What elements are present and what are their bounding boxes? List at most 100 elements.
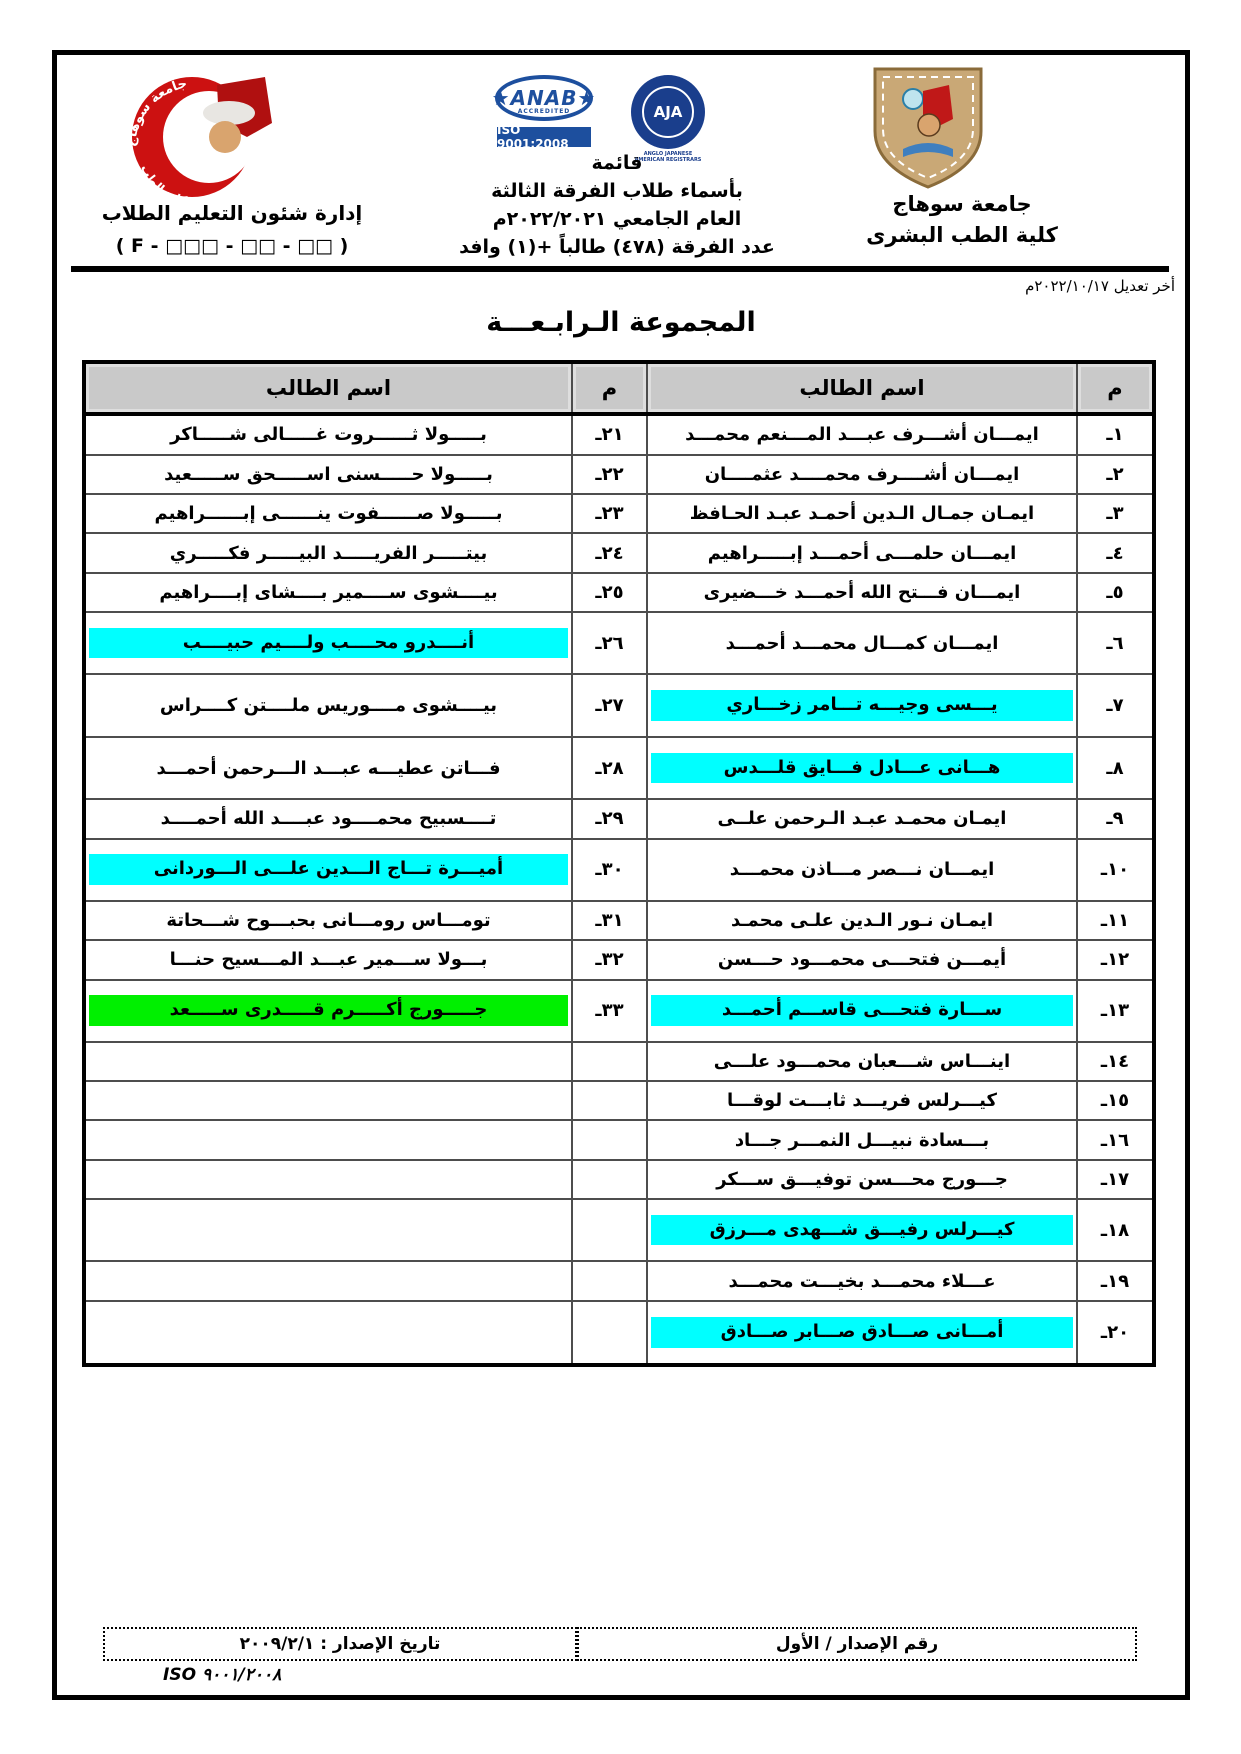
student-name-cell [83,1080,573,1122]
student-number-cell: ٢٦ـ [571,610,648,676]
student-number-cell: ٢١ـ [571,413,648,456]
student-number-cell: ١٠ـ [1076,837,1155,903]
table-row: ١٧ـ جـــورج محـــسن توفيـــق ســـكر [83,1158,1155,1200]
student-number-cell: ١٢ـ [1076,939,1155,981]
name-column-header: اسم الطالب [83,361,573,416]
student-number-cell: ١٥ـ [1076,1080,1155,1122]
table-row: ١ـ ايمـــان أشـــرف عبـــد المـــنعم محمـ… [83,413,1155,456]
student-number-cell: ٣٢ـ [571,939,648,981]
student-name-cell [83,1119,573,1161]
student-number-cell [571,1158,648,1200]
table-row: ١٤ـ اينـــاس شـــعبان محمـــود علـــى [83,1040,1155,1083]
student-number-cell: ٨ـ [1076,735,1155,801]
student-number-cell [571,1119,648,1161]
student-number-cell: ١٧ـ [1076,1158,1155,1200]
student-name-cell: ايمـــان أشـــرف عبـــد المـــنعم محمـــ… [646,413,1078,456]
student-number-cell: ٧ـ [1076,673,1155,738]
student-name-cell: بـــــولا صــــــفوت ينــــــى إبــــــر… [83,493,573,535]
open-book-icon [903,143,953,157]
student-name-cell [83,1040,573,1083]
student-number-cell: ١ـ [1076,413,1155,456]
table-row: ٢ـ ايمـــان أشــــرف محمــــد عثمــــان ٢٢… [83,453,1155,496]
student-name-cell: أيمـــن فتحـــى محمـــود حـــسن [646,939,1078,981]
students-table-body: ١ـ ايمـــان أشـــرف عبـــد المـــنعم محمـ… [83,413,1155,1367]
iso-9001-badge: ISO 9001:2008 [497,123,591,151]
student-number-cell: ٣١ـ [571,900,648,942]
department-line: إدارة شئون التعليم الطلاب [101,201,363,225]
highlighted-student-name: أميـــرة تـــاج الـــدين علـــى الـــورد… [89,854,568,886]
aja-registrars-logo: AJA [631,75,705,149]
student-name-cell: كيـــرلس رفيـــق شـــهدى مـــرزق [646,1197,1078,1263]
student-name-cell: ايمـــان أشــــرف محمــــد عثمــــان [646,453,1078,496]
student-name-cell: ايمـان جمـال الـدين أحمـد عبـد الحـافظ [646,493,1078,535]
highlighted-student-name: أمـــانى صـــادق صـــابر صـــادق [651,1317,1073,1348]
student-number-cell: ١٨ـ [1076,1197,1155,1263]
table-row: ١٥ـ كيـــرلس فريـــد ثابـــت لوقـــا [83,1080,1155,1122]
table-row: ٢٠ـ أمـــانى صـــادق صـــابر صـــادق [83,1299,1155,1367]
student-name-cell: اينـــاس شـــعبان محمـــود علـــى [646,1040,1078,1083]
page-frame: جامعة سوهاج كلية الطب إدارة شئون التعليم… [52,50,1190,1700]
atom-icon [902,88,924,110]
table-row: ٦ـ ايمـــان كمـــال محمـــد أحمـــد ٢٦ـ أنـ… [83,610,1155,676]
student-name-cell: بـــــولا ثــــــروت غـــــالى شـــــاكر [83,413,573,456]
student-number-cell [571,1299,648,1367]
student-number-cell: ٣ـ [1076,493,1155,535]
student-name-cell: جـــــورج أكـــــرم قـــــدرى ســـــعد [83,978,573,1043]
student-name-cell [83,1260,573,1302]
student-name-cell: ايمـــان كمـــال محمـــد أحمـــد [646,610,1078,676]
student-name-cell: ايمـان محمـد عبـد الـرحمن علــى [646,798,1078,840]
student-number-cell [571,1040,648,1083]
student-name-cell [83,1158,573,1200]
student-number-cell: ١٦ـ [1076,1119,1155,1161]
aja-ring-text: ANGLO JAPANESE AMERICAN REGISTRARS [634,151,702,163]
student-number-cell: ١٩ـ [1076,1260,1155,1302]
student-name-cell: عـــلاء محمـــد بخيـــت محمـــد [646,1260,1078,1302]
student-name-cell: ايمـــان حلمـــى أحمـــد إبـــــراهيم [646,532,1078,574]
university-name: جامعة سوهاج [892,192,1032,216]
student-number-cell: ٢٠ـ [1076,1299,1155,1367]
student-number-cell: ٢٥ـ [571,571,648,613]
student-number-cell: ٢٧ـ [571,673,648,738]
name-column-header: اسم الطالب [646,361,1078,416]
sohag-university-emblem [873,67,983,189]
last-modified-note: أخر تعديل ٢٠٢٢/١٠/١٧م [1025,277,1175,295]
student-name-cell: يـــسى وجيـــه تـــامر زخـــاري [646,673,1078,738]
student-number-cell [571,1080,648,1122]
student-name-cell: بـــــولا حـــــسنى اســـــحق ســـــعيد [83,453,573,496]
student-number-cell: ٢٢ـ [571,453,648,496]
student-number-cell: ٢٣ـ [571,493,648,535]
table-row: ٩ـ ايمـان محمـد عبـد الـرحمن علــى ٢٩ـ تـــ… [83,798,1155,840]
student-number-cell: ٤ـ [1076,532,1155,574]
student-name-cell: بـــسادة نبيـــل النمـــر جـــاد [646,1119,1078,1161]
table-row: ٥ـ ايمـــان فـــتح الله أحمـــد خـــضيرى ٢… [83,571,1155,613]
issue-number-box: رقم الإصدار / الأول [577,1627,1137,1661]
form-code-line: ( F - □□□ - □□ - □□ ) [115,235,349,257]
table-row: ١٩ـ عـــلاء محمـــد بخيـــت محمـــد [83,1260,1155,1302]
issue-date-box: تاريخ الإصدار : ٢٠٠٩/٢/١ [103,1627,577,1661]
header-divider-line [71,266,1169,272]
student-number-cell: ٣٠ـ [571,837,648,903]
student-name-cell: تــــسبيح محمــــود عبــــد الله أحمــــ… [83,798,573,840]
student-number-cell [571,1197,648,1263]
student-number-cell: ٣٣ـ [571,978,648,1043]
student-name-cell: بيتـــــر الفريـــــد البيـــــر فكـــــ… [83,532,573,574]
star-icon: ★ [491,86,511,110]
star-icon: ★ [577,86,597,110]
student-name-cell: أميـــرة تـــاج الـــدين علـــى الـــورد… [83,837,573,903]
table-row: ١٨ـ كيـــرلس رفيـــق شـــهدى مـــرزق [83,1197,1155,1263]
student-number-cell: ٩ـ [1076,798,1155,840]
table-row: ٤ـ ايمـــان حلمـــى أحمـــد إبـــــراهيم ٢… [83,532,1155,574]
student-name-cell: بـــولا ســـمير عبـــد المـــسيح حنـــا [83,939,573,981]
highlighted-student-name: أنــــدرو محــــب ولــــيم حبيــــب [89,627,568,659]
table-row: ١٦ـ بـــسادة نبيـــل النمـــر جـــاد [83,1119,1155,1161]
table-row: ٧ـ يـــسى وجيـــه تـــامر زخـــاري ٢٧ـ بيــ… [83,673,1155,738]
student-number-cell: ٢٤ـ [571,532,648,574]
certification-logos: ★ ANAB ★ ACCREDITED ISO 9001:2008 AJA ANGL… [491,75,739,163]
student-name-cell: ايمـان نـور الـدين علـى محمـد [646,900,1078,942]
student-name-cell: بيــــشوى ســــمير بــــشاى إبــــراهيم [83,571,573,613]
student-name-cell: هـــانى عـــادل فـــايق قلـــدس [646,735,1078,801]
table-row: ١١ـ ايمـان نـور الـدين علـى محمـد ٣١ـ تومــ… [83,900,1155,942]
student-name-cell: كيـــرلس فريـــد ثابـــت لوقـــا [646,1080,1078,1122]
student-name-cell: ايمـــان فـــتح الله أحمـــد خـــضيرى [646,571,1078,613]
student-number-cell: ١٣ـ [1076,978,1155,1043]
